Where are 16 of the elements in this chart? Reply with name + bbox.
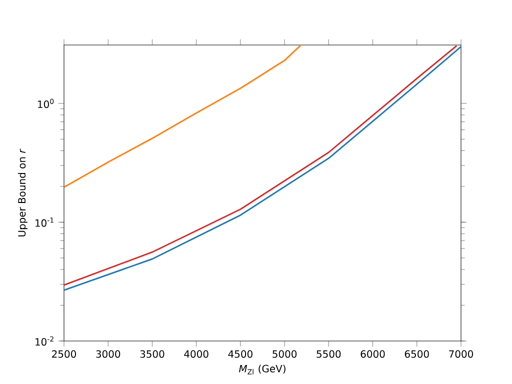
x-axis-title: M$_{Zl}$ (GeV) bbox=[238, 364, 286, 374]
x-tick-label: 2500 bbox=[52, 350, 76, 358]
y-tick-label: 10$^{-2}$ bbox=[36, 336, 54, 346]
y-tick-label: 10$^{0}$ bbox=[38, 98, 54, 108]
x-tick-label: 6000 bbox=[360, 350, 385, 358]
x-tick-label: 7000 bbox=[449, 350, 473, 358]
x-tick-label: 4000 bbox=[184, 350, 208, 358]
x-tick-label: 4500 bbox=[228, 350, 252, 358]
x-tick-label: 5000 bbox=[272, 350, 297, 358]
x-tick-label: 6500 bbox=[404, 350, 429, 358]
x-tick-label: 3500 bbox=[140, 350, 164, 358]
y-axis-title: Upper Bound on r bbox=[18, 148, 28, 236]
x-tick-label: 3000 bbox=[96, 350, 120, 358]
line-series bbox=[64, 45, 302, 188]
x-tick-label: 5500 bbox=[316, 350, 341, 358]
y-tick-label: 10$^{-1}$ bbox=[36, 218, 54, 227]
